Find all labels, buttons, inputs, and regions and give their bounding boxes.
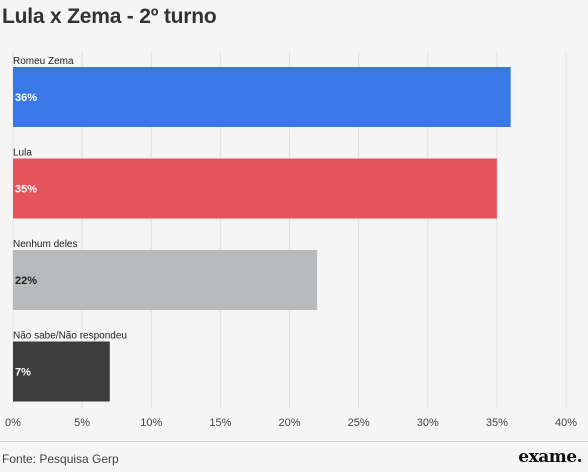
x-tick-label: 25% xyxy=(348,417,370,429)
category-label: Lula xyxy=(13,148,32,159)
x-tick-label: 30% xyxy=(417,417,439,429)
x-tick-label: 40% xyxy=(555,417,577,429)
x-tick-label: 20% xyxy=(278,417,300,429)
bar-1 xyxy=(13,67,511,127)
x-tick-label: 35% xyxy=(486,417,508,429)
bar-value-label: 7% xyxy=(15,367,31,379)
x-tick-label: 15% xyxy=(209,417,231,429)
category-label: Não sabe/Não respondeu xyxy=(13,331,127,342)
bar-value-label: 35% xyxy=(15,184,37,196)
category-label: Romeu Zema xyxy=(13,56,74,67)
x-tick-label: 10% xyxy=(140,417,162,429)
bar-2 xyxy=(13,158,497,219)
bar-value-label: 22% xyxy=(15,275,37,287)
bar-3 xyxy=(13,250,318,310)
bar-4 xyxy=(13,341,110,402)
chart-title: Lula x Zema - 2º turno xyxy=(2,5,217,28)
exame-logo: exame. xyxy=(518,447,582,467)
x-tick-label: 0% xyxy=(5,417,21,429)
footer-divider xyxy=(0,441,588,442)
bar-value-label: 36% xyxy=(15,92,37,104)
source-note: Fonte: Pesquisa Gerp xyxy=(2,452,119,466)
x-tick-label: 5% xyxy=(74,417,90,429)
bar-chart: Romeu Zema 36% Lula 35% Nenhum deles 22% Não s… xyxy=(5,52,577,429)
category-label: Nenhum deles xyxy=(13,239,77,250)
